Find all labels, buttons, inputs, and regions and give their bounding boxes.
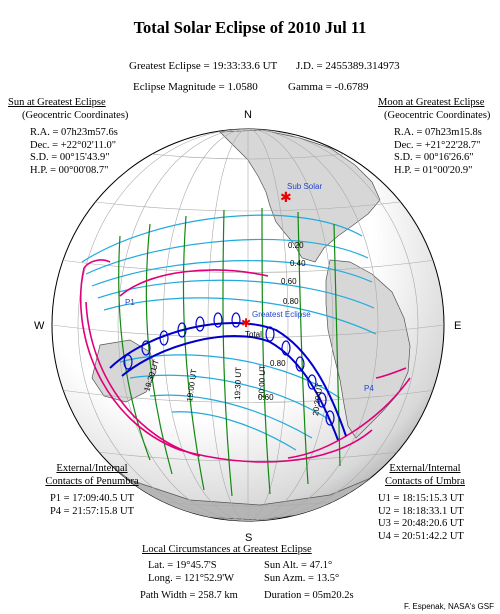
umbra-heading-1: External/Internal — [389, 463, 461, 474]
moon-subheading: (Geocentric Coordinates) — [384, 109, 491, 121]
sun-hp: H.P. = 00°00'08.7" — [30, 164, 109, 176]
umbral-shadow-outlines — [123, 312, 335, 426]
moon-panel: Moon at Greatest Eclipse (Geocentric Coo… — [378, 97, 490, 177]
sun-heading: Sun at Greatest Eclipse — [8, 97, 106, 108]
julian-date: J.D. = 2455389.314973 — [296, 60, 400, 72]
page-title: Total Solar Eclipse of 2010 Jul 11 — [133, 18, 367, 37]
sub-solar-marker: ✱ — [280, 190, 292, 206]
local-path-width: Path Width = 258.7 km — [140, 590, 238, 601]
penumbra-p4: P4 = 21:57:15.8 UT — [49, 505, 135, 517]
moon-heading: Moon at Greatest Eclipse — [378, 97, 485, 108]
mag-020-label: 0.20 — [288, 241, 304, 250]
mag-060-top-label: 0.60 — [281, 277, 297, 286]
umbra-heading-2: Contacts of Umbra — [385, 475, 465, 487]
p1-label: P1 — [125, 298, 135, 307]
moon-sd: S.D. = 00°16'26.6" — [394, 152, 474, 163]
penumbra-heading-2: Contacts of Penumbra — [45, 475, 139, 487]
umbra-u1: U1 = 18:15:15.3 UT — [378, 493, 464, 504]
p4-label: P4 — [364, 384, 374, 393]
mag-080-bottom-label: 0.80 — [270, 359, 286, 368]
land-masses — [52, 129, 441, 521]
west-label: W — [34, 320, 45, 332]
penumbra-panel: External/Internal Contacts of Penumbra P… — [12, 463, 172, 518]
credit-text: F. Espenak, NASA's GSF — [403, 602, 494, 611]
mag-060-bottom-label: 0.60 — [258, 393, 274, 402]
greatest-eclipse-time: Greatest Eclipse = 19:33:33.6 UT — [129, 60, 278, 72]
total-label: Total — [245, 330, 262, 339]
penumbra-limits — [80, 259, 411, 463]
moon-hp: H.P. = 01°00'20.9" — [394, 164, 473, 176]
north-label: N — [244, 109, 252, 121]
greatest-eclipse-label: Greatest Eclipse — [252, 310, 311, 319]
eclipse-magnitude: Eclipse Magnitude = 1.0580 — [133, 81, 258, 93]
local-heading: Local Circumstances at Greatest Eclipse — [142, 544, 312, 555]
sun-panel: Sun at Greatest Eclipse (Geocentric Coor… — [8, 97, 128, 177]
local-sun-alt: Sun Alt. = 47.1° — [264, 560, 333, 571]
greatest-eclipse-marker: ✱ — [241, 316, 251, 330]
sun-sd: S.D. = 00°15'43.9" — [30, 152, 110, 163]
sun-dec: Dec. = +22°02'11.0" — [30, 139, 116, 151]
umbra-u3: U3 = 20:48:20.6 UT — [378, 518, 464, 529]
penumbra-p1: P1 = 17:09:40.5 UT — [49, 493, 135, 504]
south-label: S — [245, 532, 252, 544]
moon-dec: Dec. = +21°22'28.7" — [394, 139, 481, 151]
mag-080-top-label: 0.80 — [283, 297, 299, 306]
local-long: Long. = 121°52.9'W — [148, 573, 235, 584]
local-duration: Duration = 05m20.2s — [264, 590, 354, 601]
sun-subheading: (Geocentric Coordinates) — [22, 109, 129, 121]
east-label: E — [454, 320, 461, 332]
penumbra-heading-1: External/Internal — [56, 463, 128, 474]
umbra-panel: External/Internal Contacts of Umbra U1 =… — [350, 463, 500, 543]
local-sun-azm: Sun Azm. = 13.5° — [264, 573, 340, 584]
mag-040-label: 0.40 — [290, 259, 306, 268]
umbra-u2: U2 = 18:18:33.1 UT — [378, 505, 464, 517]
umbra-u4: U4 = 20:51:42.2 UT — [378, 530, 464, 542]
moon-ra: R.A. = 07h23m15.8s — [394, 127, 482, 138]
time-1930b-label: 19:30 UT — [233, 367, 243, 400]
sun-ra: R.A. = 07h23m57.6s — [30, 127, 118, 138]
umbral-path — [109, 322, 347, 441]
time-2000-label: 20:00 UT — [257, 365, 267, 398]
gamma-value: Gamma = -0.6789 — [288, 81, 369, 93]
local-lat: Lat. = 19°45.7'S — [148, 560, 217, 571]
sub-solar-label: Sub Solar — [287, 182, 322, 191]
